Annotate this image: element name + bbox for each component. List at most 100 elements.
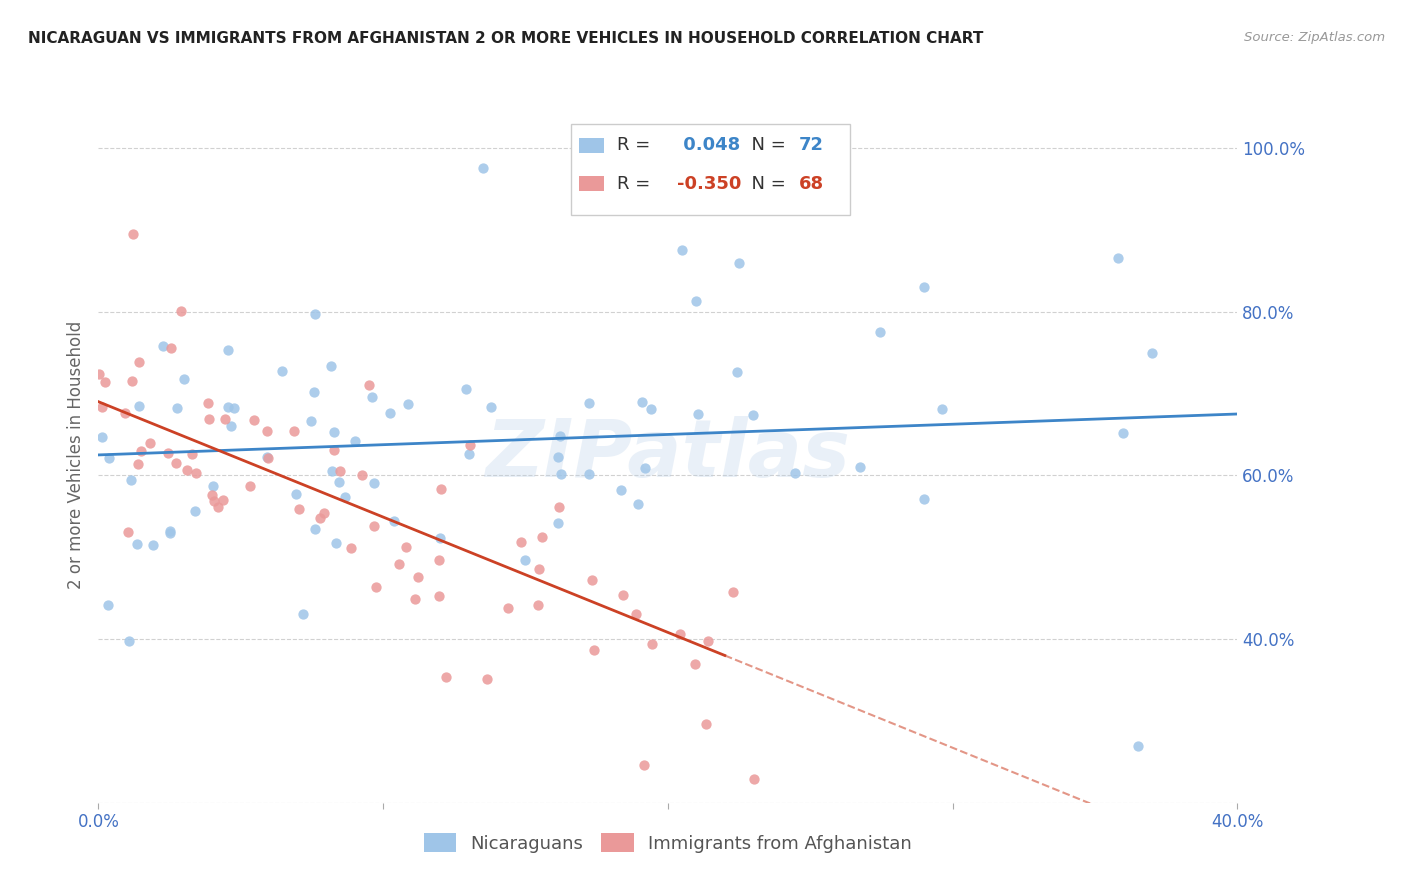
Point (427, 553, 450, 567)
Point (406, 570, 429, 584)
Point (360, 390, 382, 404)
Point (359, 378, 381, 392)
FancyBboxPatch shape (579, 137, 605, 153)
Point (292, 607, 315, 621)
Point (583, 643, 606, 657)
Point (256, 450, 278, 464)
Point (184, 504, 207, 518)
Point (222, 401, 245, 415)
Point (609, 483, 631, 498)
Point (125, 537, 148, 551)
Point (152, 339, 174, 353)
Point (547, 450, 569, 464)
Point (212, 492, 235, 507)
Point (333, 491, 356, 505)
Point (238, 479, 260, 493)
Point (328, 475, 350, 489)
Text: N =: N = (740, 136, 792, 154)
Point (550, 429, 572, 443)
FancyBboxPatch shape (571, 124, 851, 215)
Point (283, 424, 305, 438)
Point (173, 372, 195, 386)
Point (695, 717, 717, 731)
Point (129, 444, 152, 458)
Point (1126, 739, 1149, 753)
Legend: Nicaraguans, Immigrants from Afghanistan: Nicaraguans, Immigrants from Afghanistan (416, 826, 920, 860)
Point (547, 516, 569, 530)
Point (117, 524, 139, 539)
Point (121, 227, 143, 241)
Point (912, 492, 935, 507)
Point (742, 408, 765, 422)
Point (1112, 425, 1135, 440)
Point (323, 443, 346, 458)
Point (683, 657, 706, 672)
Point (631, 395, 654, 409)
Point (97, 599, 120, 613)
Point (931, 402, 953, 417)
Point (114, 406, 136, 420)
Point (481, 401, 503, 415)
Point (139, 436, 162, 450)
Text: -0.350: -0.350 (676, 175, 741, 193)
Point (669, 627, 692, 641)
Point (548, 500, 571, 514)
Text: 68: 68 (799, 175, 824, 193)
Point (529, 562, 551, 576)
Point (458, 438, 481, 452)
Point (329, 464, 352, 478)
Point (457, 447, 479, 461)
Point (202, 494, 225, 508)
Point (323, 425, 346, 440)
Point (219, 418, 242, 433)
Point (309, 511, 332, 525)
Point (343, 434, 366, 449)
Point (382, 514, 405, 528)
Text: N =: N = (740, 175, 792, 193)
Point (217, 343, 239, 358)
Point (142, 538, 165, 552)
Point (721, 584, 744, 599)
Point (284, 487, 307, 501)
Point (94, 376, 117, 390)
Point (97, 450, 120, 465)
Point (176, 463, 198, 477)
Point (201, 479, 224, 493)
Point (128, 354, 150, 368)
Point (184, 466, 207, 480)
Point (363, 476, 385, 491)
Point (688, 407, 710, 421)
Point (120, 473, 142, 487)
Point (612, 588, 634, 602)
Point (869, 326, 891, 340)
Point (394, 541, 416, 555)
Point (159, 524, 181, 538)
Y-axis label: 2 or more Vehicles in Household: 2 or more Vehicles in Household (67, 321, 86, 589)
Point (640, 637, 662, 651)
Text: Source: ZipAtlas.com: Source: ZipAtlas.com (1244, 31, 1385, 45)
Point (634, 460, 657, 475)
Point (530, 530, 553, 544)
Point (640, 401, 662, 416)
Point (429, 531, 451, 545)
Point (197, 395, 219, 409)
Text: R =: R = (617, 175, 655, 193)
Point (321, 464, 343, 478)
Point (697, 634, 720, 648)
Point (744, 772, 766, 786)
Point (578, 396, 600, 410)
Point (671, 244, 693, 258)
Point (1140, 345, 1163, 359)
Point (340, 541, 363, 556)
Point (849, 459, 872, 474)
Point (304, 307, 326, 321)
Point (91, 430, 114, 444)
Point (427, 589, 450, 603)
Point (166, 401, 188, 416)
Point (319, 359, 342, 374)
Point (181, 447, 204, 461)
Point (550, 467, 572, 482)
Point (471, 161, 494, 176)
Point (685, 293, 707, 308)
Point (912, 280, 935, 294)
